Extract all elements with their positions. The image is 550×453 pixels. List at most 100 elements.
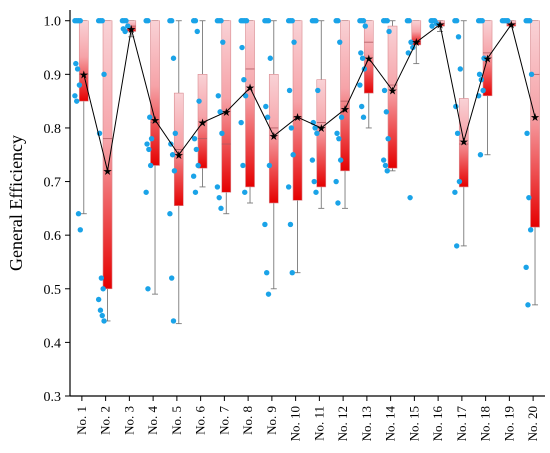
box xyxy=(340,20,350,172)
y-tick-label: 1.0 xyxy=(44,15,62,30)
data-point xyxy=(526,194,532,201)
box xyxy=(197,74,208,169)
data-point xyxy=(523,264,529,271)
x-tick-label: No. 2 xyxy=(98,406,113,435)
data-point xyxy=(357,82,363,88)
data-point xyxy=(291,39,297,45)
y-tick-label: 0.7 xyxy=(44,176,62,191)
data-point xyxy=(264,114,271,120)
box xyxy=(150,20,160,166)
mean-marker: ★ xyxy=(150,114,160,127)
data-point xyxy=(97,307,104,313)
x-tick-label: No. 12 xyxy=(335,406,350,441)
data-point xyxy=(314,130,320,137)
data-point xyxy=(362,23,368,29)
data-point xyxy=(99,18,105,24)
data-point xyxy=(216,194,222,201)
data-point xyxy=(242,189,248,195)
x-tick-label: No. 13 xyxy=(359,406,374,441)
x-tick-label: No. 9 xyxy=(264,406,279,435)
data-point xyxy=(309,157,316,163)
plot-area: 0.3 0.4 0.5 0.6 0.7 0.8 0.9 1.0 No. 1 No. 2 No. 3 N… xyxy=(44,10,545,442)
data-point xyxy=(190,173,197,179)
data-point xyxy=(336,135,342,142)
x-tick-label: No. 6 xyxy=(193,406,208,435)
data-point xyxy=(337,39,343,45)
data-point xyxy=(147,114,153,120)
x-tick-label: No. 7 xyxy=(216,406,231,435)
box xyxy=(102,20,113,290)
y-tick-label: 0.8 xyxy=(44,122,62,137)
data-point xyxy=(148,135,155,142)
data-point xyxy=(527,227,534,233)
data-point xyxy=(335,200,341,206)
data-point xyxy=(454,18,460,24)
data-point xyxy=(429,23,435,29)
data-point xyxy=(385,135,391,142)
data-point xyxy=(406,18,412,24)
data-point xyxy=(263,103,269,110)
data-point xyxy=(359,103,365,110)
data-point xyxy=(98,275,105,281)
data-point xyxy=(311,178,317,185)
y-tick-label: 0.6 xyxy=(44,229,62,244)
mean-marker: ★ xyxy=(388,84,398,97)
data-point xyxy=(218,18,224,24)
y-axis-title: General Efficiency xyxy=(6,135,26,271)
x-tick-label: No. 4 xyxy=(145,406,160,435)
data-point xyxy=(74,66,81,72)
box xyxy=(387,25,398,169)
data-point xyxy=(146,146,152,153)
mean-marker: ★ xyxy=(245,82,255,95)
data-point xyxy=(313,18,319,24)
data-point xyxy=(313,189,319,195)
box xyxy=(245,20,255,188)
data-point xyxy=(74,98,80,104)
x-tick-label: No. 14 xyxy=(383,406,398,442)
x-tick-label: No. 3 xyxy=(121,406,136,435)
data-point xyxy=(172,130,178,137)
y-tick-label: 0.5 xyxy=(44,283,62,298)
data-point xyxy=(265,18,272,24)
x-tick-label: No. 5 xyxy=(169,406,184,435)
data-point xyxy=(218,205,224,212)
box xyxy=(221,20,232,193)
x-tick-label: No. 11 xyxy=(311,406,326,441)
data-point xyxy=(315,87,321,94)
data-point xyxy=(380,157,387,163)
data-point xyxy=(289,18,295,24)
data-point xyxy=(360,18,367,24)
box xyxy=(78,20,89,102)
data-point xyxy=(241,76,247,83)
data-point xyxy=(215,93,221,99)
y-tick-label: 0.9 xyxy=(44,68,62,83)
data-point xyxy=(384,18,390,24)
data-point xyxy=(144,141,150,147)
data-point xyxy=(99,312,105,319)
x-tick-label: No. 10 xyxy=(288,406,303,441)
data-point xyxy=(405,50,411,56)
data-point xyxy=(77,227,84,233)
data-point xyxy=(267,55,273,61)
data-point xyxy=(169,152,176,158)
data-point xyxy=(77,18,84,24)
data-point xyxy=(123,18,129,24)
data-point xyxy=(360,114,367,120)
data-point xyxy=(192,189,199,195)
data-point xyxy=(101,318,107,324)
box xyxy=(458,98,469,188)
box xyxy=(530,20,540,228)
data-point xyxy=(214,184,221,190)
data-point xyxy=(169,18,175,24)
data-point xyxy=(407,194,413,201)
data-point xyxy=(266,162,273,169)
data-point xyxy=(527,18,533,24)
data-point xyxy=(242,93,249,99)
data-point xyxy=(335,18,341,24)
data-point xyxy=(192,18,199,24)
data-point xyxy=(219,130,225,137)
data-point xyxy=(476,71,483,78)
data-point xyxy=(480,87,486,94)
mean-marker: ★ xyxy=(483,52,493,65)
